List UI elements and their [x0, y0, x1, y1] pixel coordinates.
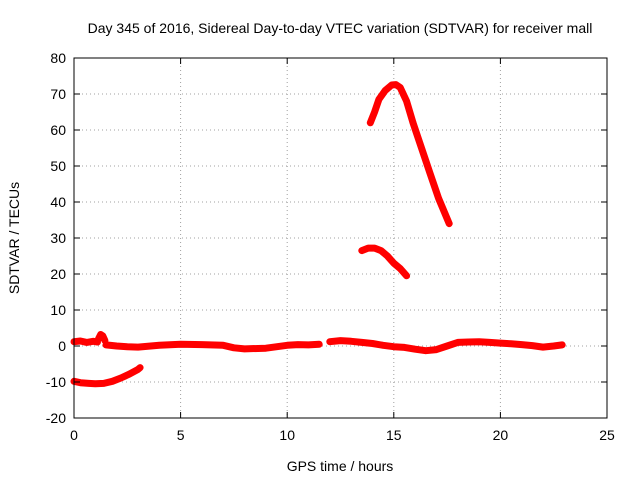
series-baseline-1h-12h	[102, 340, 323, 353]
series-spike-1.2h	[95, 331, 109, 345]
series-mid-arc	[358, 244, 411, 280]
x-tick-label: 0	[70, 427, 78, 443]
series-baseline-0h-1h	[70, 337, 101, 346]
y-tick-label: -10	[46, 374, 66, 390]
x-tick-label: 5	[177, 427, 185, 443]
x-tick-label: 25	[599, 427, 615, 443]
y-tick-label: 0	[58, 338, 66, 354]
y-tick-label: 80	[50, 50, 66, 66]
plot-frame	[73, 57, 608, 419]
series-group	[70, 81, 566, 388]
axis-ticks	[73, 57, 608, 419]
tick-labels: 0 5 10 15 20 25 -20 -10 0 10 20 30 40 50 60 70 80	[46, 50, 615, 443]
grid-lines	[74, 58, 607, 418]
y-axis-label: SDTVAR / TECUs	[6, 182, 22, 294]
y-tick-label: -20	[46, 410, 66, 426]
y-tick-label: 60	[50, 122, 66, 138]
y-tick-label: 10	[50, 302, 66, 318]
y-tick-label: 50	[50, 158, 66, 174]
series-negative-arc	[70, 364, 144, 388]
x-tick-label: 10	[279, 427, 295, 443]
chart-title: Day 345 of 2016, Sidereal Day-to-day VTE…	[88, 20, 593, 36]
series-baseline-12h-23h	[326, 337, 566, 355]
x-axis-label: GPS time / hours	[287, 458, 394, 474]
series-high-arc	[366, 81, 453, 228]
x-tick-label: 20	[493, 427, 509, 443]
y-tick-label: 20	[50, 266, 66, 282]
y-tick-label: 30	[50, 230, 66, 246]
y-tick-label: 70	[50, 86, 66, 102]
y-tick-label: 40	[50, 194, 66, 210]
x-tick-label: 15	[386, 427, 402, 443]
